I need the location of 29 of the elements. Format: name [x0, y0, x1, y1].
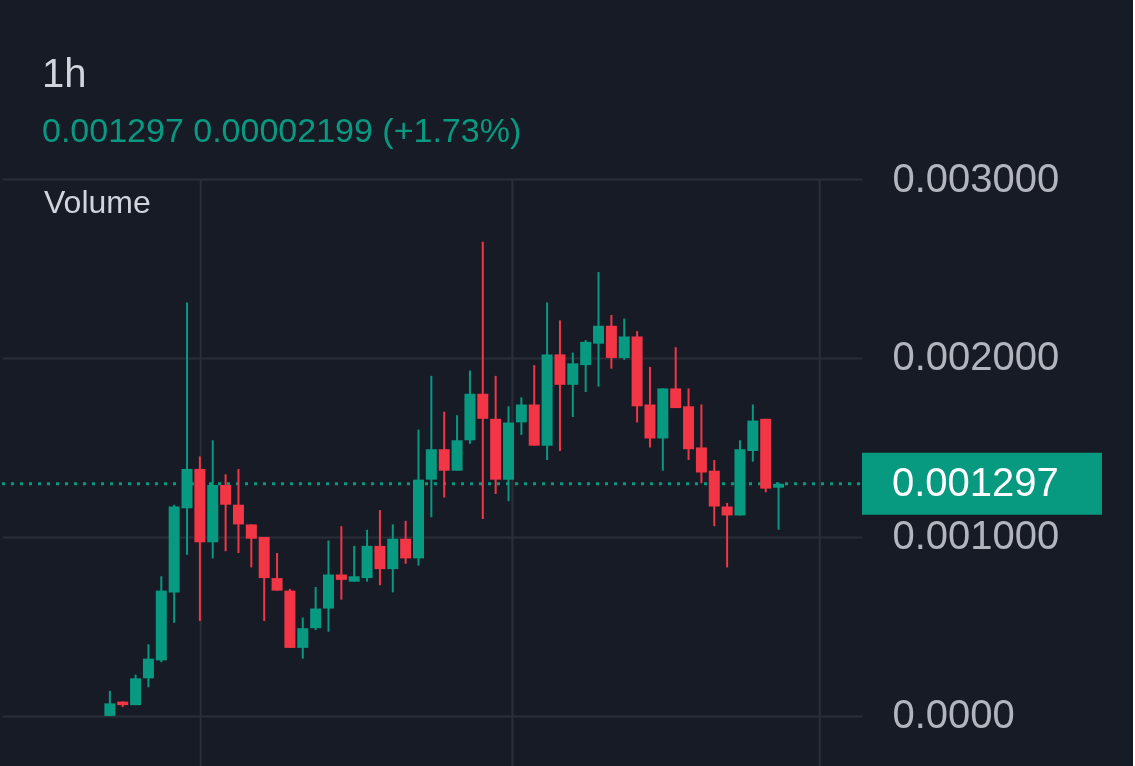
candlestick — [232, 467, 244, 555]
candlestick — [297, 616, 309, 660]
chart-title: 1h — [42, 51, 87, 95]
candlestick — [618, 317, 630, 361]
candlestick — [142, 643, 154, 689]
candlestick — [670, 346, 682, 410]
candlestick — [580, 339, 592, 393]
annotation: Volume — [44, 184, 151, 220]
candlestick — [593, 271, 605, 388]
ref-line-label: 0.001297 — [892, 459, 1059, 504]
candlestick — [374, 509, 386, 587]
y-tick-label: 0.0000 — [892, 692, 1015, 737]
chart-subtitle: 0.001297 0.00002199 (+1.73%) — [42, 111, 522, 149]
candlestick — [721, 501, 733, 569]
candlestick — [567, 351, 579, 419]
candlestick — [104, 689, 116, 717]
candlestick — [348, 544, 360, 583]
candlestick — [438, 410, 450, 499]
candlestick — [271, 552, 283, 592]
candlestick — [335, 525, 347, 601]
y-tick-label: 0.003000 — [892, 155, 1060, 200]
candlestick — [477, 240, 489, 521]
candlestick — [220, 473, 232, 553]
candlestick — [515, 396, 527, 436]
candlestick — [310, 586, 322, 631]
candlestick — [245, 523, 257, 569]
y-tick-label: 0.002000 — [892, 334, 1060, 379]
candlestick — [400, 519, 412, 565]
y-tick-label: 0.001000 — [892, 513, 1060, 558]
